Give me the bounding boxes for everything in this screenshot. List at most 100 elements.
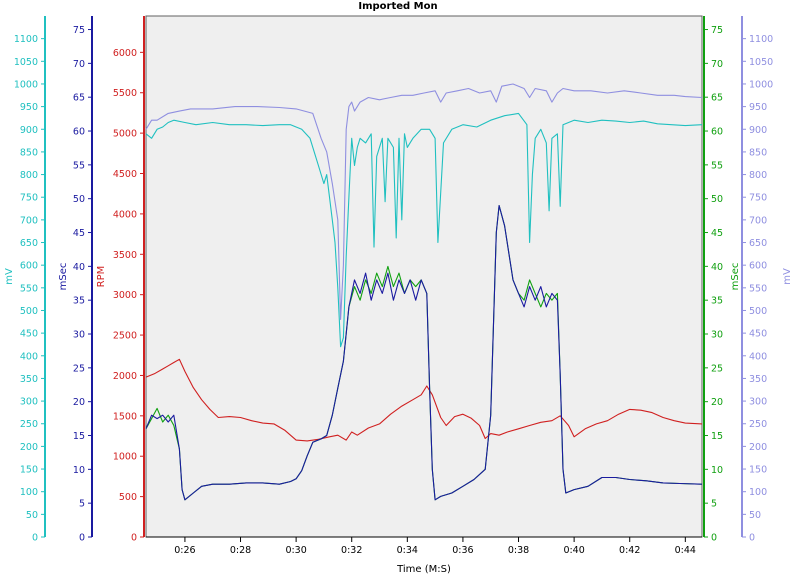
y-tick-label: 0 (79, 533, 85, 544)
y-tick-label: 1000 (113, 452, 137, 463)
y-tick-label: 15 (711, 431, 723, 442)
x-tick-label: 0:38 (508, 545, 529, 556)
y-tick-label: 3000 (113, 290, 137, 301)
series-lines (145, 83, 703, 501)
y-axis-title: RPM (96, 266, 107, 288)
y-axis-rpm: 0 500 1000 1500 2000 2500 3000 3500 4000 4500 5000… (96, 16, 145, 544)
x-tick-label: 0:34 (397, 545, 418, 556)
y-tick-label: 800 (20, 170, 38, 181)
y-tick-label: 450 (20, 329, 38, 340)
y-axis-mv-right: 0 50 100 150 200 250 300 350 400 450 500 550 600 650 7… (741, 16, 793, 544)
y-tick-label: 15 (73, 431, 85, 442)
y-tick-label: 500 (119, 492, 137, 503)
y-tick-label: 1050 (749, 57, 773, 68)
y-tick-label: 50 (73, 194, 85, 205)
y-tick-label: 3500 (113, 250, 137, 261)
x-tick-label: 0:36 (452, 545, 473, 556)
y-tick-label: 35 (73, 296, 85, 307)
x-tick-label: 0:44 (675, 545, 696, 556)
y-tick-label: 25 (711, 363, 723, 374)
y-tick-label: 400 (20, 351, 38, 362)
y-tick-label: 25 (73, 363, 85, 374)
y-tick-label: 60 (73, 127, 85, 138)
y-tick-label: 200 (749, 442, 767, 453)
x-axis-title: Time (M:S) (396, 564, 451, 575)
y-tick-label: 1100 (14, 34, 38, 45)
y-tick-label: 2500 (113, 331, 137, 342)
y-tick-label: 100 (749, 487, 767, 498)
x-tick-label: 0:32 (341, 545, 362, 556)
y-tick-label: 300 (20, 397, 38, 408)
y-tick-label: 150 (749, 465, 767, 476)
y-tick-label: 20 (711, 397, 723, 408)
series-line-rpm (145, 358, 703, 442)
y-tick-label: 0 (711, 533, 717, 544)
y-tick-label: 350 (20, 374, 38, 385)
y-tick-label: 150 (20, 465, 38, 476)
y-tick-label: 350 (749, 374, 767, 385)
y-tick-label: 850 (20, 147, 38, 158)
y-tick-label: 650 (20, 238, 38, 249)
y-tick-label: 10 (711, 465, 723, 476)
y-tick-label: 100 (20, 487, 38, 498)
y-tick-label: 1000 (749, 79, 773, 90)
y-tick-label: 65 (711, 93, 723, 104)
y-tick-label: 4000 (113, 209, 137, 220)
y-tick-label: 55 (73, 160, 85, 171)
y-tick-label: 6000 (113, 48, 137, 59)
y-tick-label: 0 (131, 533, 137, 544)
y-axis-title: mSec (58, 263, 69, 291)
y-axis-msec-right: 0 5 10 15 20 25 30 35 40 45 50 55 60 65 70 75 mSec (703, 16, 741, 544)
y-tick-label: 30 (711, 330, 723, 341)
y-tick-label: 450 (749, 329, 767, 340)
y-tick-label: 75 (711, 25, 723, 36)
y-tick-label: 50 (26, 510, 38, 521)
y-tick-label: 850 (749, 147, 767, 158)
y-tick-label: 400 (749, 351, 767, 362)
y-axis-msec-left: 0 5 10 15 20 25 30 35 40 45 50 55 60 65 70 75 mSec (58, 16, 93, 544)
y-tick-label: 50 (749, 510, 761, 521)
y-tick-label: 0 (32, 533, 38, 544)
y-axis-title: mV (4, 268, 15, 285)
y-tick-label: 1500 (113, 411, 137, 422)
y-tick-label: 70 (711, 59, 723, 70)
plot-area (145, 15, 703, 538)
x-tick-label: 0:28 (230, 545, 251, 556)
y-tick-label: 10 (73, 465, 85, 476)
y-tick-label: 35 (711, 296, 723, 307)
y-tick-label: 5 (711, 499, 717, 510)
y-tick-label: 55 (711, 160, 723, 171)
series-line-mv-left (145, 112, 703, 348)
y-tick-label: 5 (79, 499, 85, 510)
y-tick-label: 1100 (749, 34, 773, 45)
x-tick-label: 0:26 (174, 545, 195, 556)
y-tick-label: 4500 (113, 169, 137, 180)
y-tick-label: 600 (20, 261, 38, 272)
y-tick-label: 900 (20, 125, 38, 136)
x-tick-label: 0:42 (619, 545, 640, 556)
y-tick-label: 5000 (113, 129, 137, 140)
y-tick-label: 550 (20, 283, 38, 294)
y-tick-label: 750 (749, 193, 767, 204)
y-tick-label: 750 (20, 193, 38, 204)
y-tick-label: 60 (711, 127, 723, 138)
y-tick-label: 65 (73, 93, 85, 104)
y-tick-label: 45 (73, 228, 85, 239)
series-line-mv-right (145, 83, 703, 321)
y-tick-label: 70 (73, 59, 85, 70)
y-tick-label: 550 (749, 283, 767, 294)
y-tick-label: 5500 (113, 88, 137, 99)
y-tick-label: 600 (749, 261, 767, 272)
axes: 0501001502002503003504004505005506006507… (4, 16, 793, 544)
y-tick-label: 300 (749, 397, 767, 408)
y-tick-label: 500 (20, 306, 38, 317)
y-tick-label: 40 (711, 262, 723, 273)
y-tick-label: 250 (749, 419, 767, 430)
y-tick-label: 900 (749, 125, 767, 136)
y-tick-label: 1050 (14, 57, 38, 68)
y-tick-label: 75 (73, 25, 85, 36)
y-tick-label: 0 (749, 533, 755, 544)
y-tick-label: 500 (749, 306, 767, 317)
y-axis-title: mV (782, 268, 793, 285)
